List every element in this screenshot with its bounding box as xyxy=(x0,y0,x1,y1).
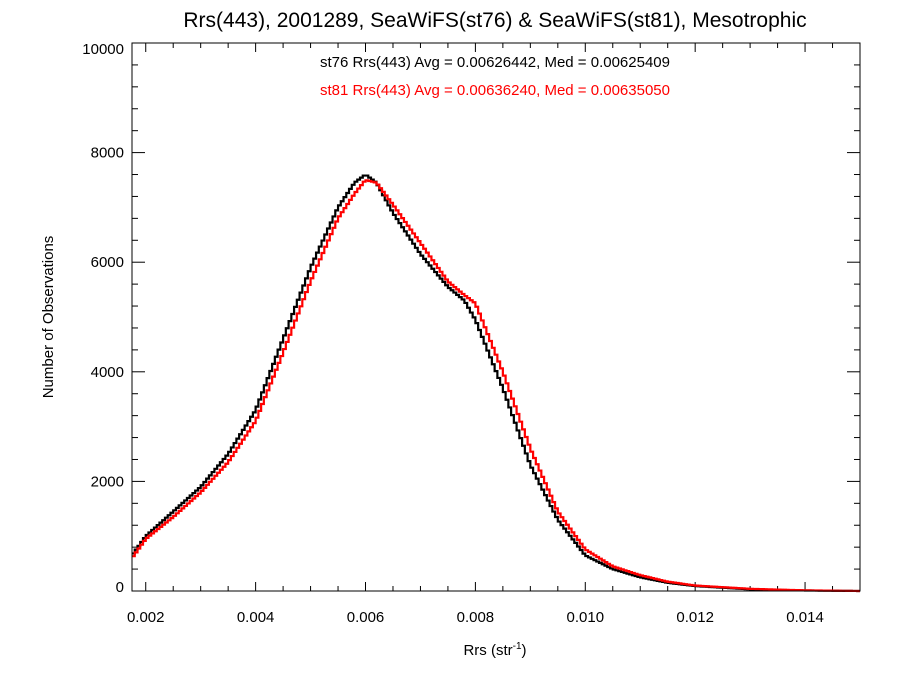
x-axis-label: Rrs (str-1) xyxy=(463,641,526,659)
x-tick-label: 0.004 xyxy=(237,609,275,626)
axis-ticks: 0.002 0.004 0.006 0.008 0.010 0.012 0.014 0 2000… xyxy=(82,41,861,626)
series-line-st81 xyxy=(132,179,860,593)
x-tick-label: 0.002 xyxy=(127,609,165,626)
stat-annotation-st81: st81 Rrs(443) Avg = 0.00636240, Med = 0.… xyxy=(320,82,670,99)
y-tick-label: 10000 xyxy=(82,41,124,58)
data-series xyxy=(132,174,860,593)
x-tick-label: 0.010 xyxy=(567,609,605,626)
y-tick-label: 4000 xyxy=(91,364,124,381)
x-tick-label: 0.008 xyxy=(457,609,495,626)
plot-frame xyxy=(131,42,861,592)
x-tick-label: 0.006 xyxy=(347,609,385,626)
x-tick-label: 0.014 xyxy=(786,609,824,626)
x-axis-label-superscript: -1 xyxy=(513,641,522,652)
x-axis-label-main: Rrs (str xyxy=(463,642,512,659)
y-axis-label: Number of Observations xyxy=(40,236,57,399)
x-tick-label: 0.012 xyxy=(676,609,714,626)
y-tick-label: 2000 xyxy=(91,473,124,490)
stat-annotation-st76: st76 Rrs(443) Avg = 0.00626442, Med = 0.… xyxy=(320,54,670,71)
series-line-st76 xyxy=(132,174,860,593)
chart-title: Rrs(443), 2001289, SeaWiFS(st76) & SeaWi… xyxy=(183,9,806,32)
y-tick-label: 0 xyxy=(116,579,124,596)
x-axis-label-end: ) xyxy=(522,642,527,659)
y-tick-label: 6000 xyxy=(91,254,124,271)
y-tick-label: 8000 xyxy=(91,145,124,162)
